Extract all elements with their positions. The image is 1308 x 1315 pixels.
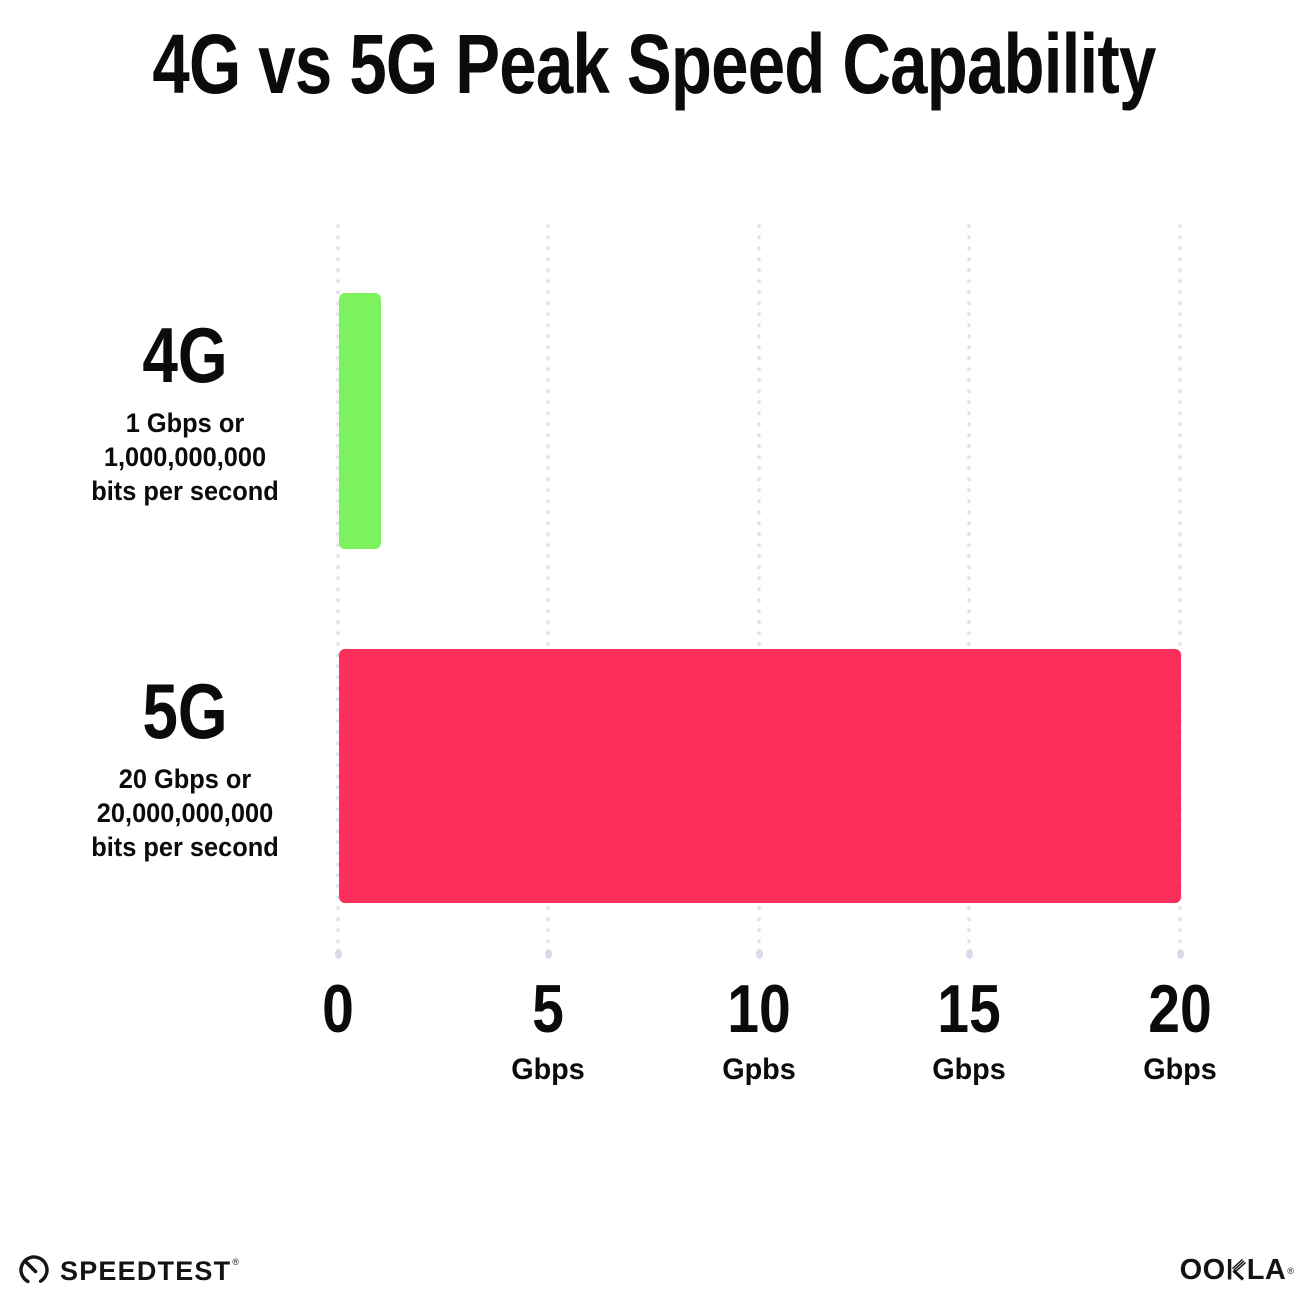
x-tick-0-value: 0 (322, 971, 354, 1047)
row-label-5g-desc-line1: 20 Gbps or (118, 764, 252, 794)
row-label-4g: 4G 1 Gbps or 1,000,000,000 bits per seco… (30, 311, 340, 508)
gridline-5gbps (544, 224, 552, 959)
ookla-logo: OO LA ® (1180, 1255, 1294, 1287)
speedtest-wordmark: SPEEDTEST ® (60, 1256, 239, 1287)
chart-title-text: 4G vs 5G Peak Speed Capability (152, 17, 1156, 111)
bar-4g (339, 293, 381, 549)
x-tick-5-value: 5 (532, 971, 564, 1047)
ookla-wordmark: OO LA ® (1180, 1255, 1294, 1287)
x-tick-10-unit: Gpbs (722, 1053, 796, 1086)
row-label-5g: 5G 20 Gbps or 20,000,000,000 bits per se… (30, 667, 340, 864)
speedtest-trademark: ® (232, 1257, 239, 1267)
speedtest-wordmark-text: SPEEDTEST (60, 1256, 232, 1286)
x-tick-0: 0 (238, 975, 438, 1055)
gridline-0gbps (334, 224, 342, 959)
x-tick-15-unit: Gbps (932, 1053, 1006, 1086)
x-tick-10: 10 Gpbs (659, 975, 859, 1085)
gridline-20gbps (1176, 224, 1184, 959)
row-label-4g-desc-line1: 1 Gbps or (125, 408, 245, 438)
row-label-4g-description: 1 Gbps or 1,000,000,000 bits per second (30, 406, 340, 508)
ookla-trademark: ® (1287, 1266, 1294, 1276)
x-tick-20-unit: Gbps (1143, 1053, 1217, 1086)
row-label-5g-description: 20 Gbps or 20,000,000,000 bits per secon… (30, 762, 340, 864)
chart-title: 4G vs 5G Peak Speed Capability (0, 18, 1308, 110)
gridline-10gbps (755, 224, 763, 959)
x-tick-15-value: 15 (937, 971, 1001, 1047)
row-label-5g-title: 5G (142, 667, 228, 755)
x-tick-15: 15 Gbps (869, 975, 1069, 1085)
x-tick-5: 5 Gbps (448, 975, 648, 1085)
row-label-4g-desc-line2: 1,000,000,000 (103, 442, 267, 472)
x-tick-20-value: 20 (1148, 971, 1212, 1047)
speedtest-gauge-icon (16, 1250, 52, 1293)
row-label-5g-desc-line3: bits per second (91, 832, 279, 862)
row-label-4g-title: 4G (142, 311, 228, 399)
x-tick-20: 20 Gbps (1080, 975, 1280, 1085)
ookla-wordmark-prefix: OO (1179, 1254, 1226, 1286)
gridline-15gbps (965, 224, 973, 959)
x-tick-5-unit: Gbps (511, 1053, 585, 1086)
ookla-wordmark-suffix: LA (1246, 1254, 1287, 1286)
bar-5g (339, 649, 1181, 903)
speedtest-logo: SPEEDTEST ® (16, 1250, 239, 1293)
ookla-k-icon (1227, 1257, 1246, 1287)
row-label-5g-desc-line2: 20,000,000,000 (96, 798, 274, 828)
row-label-4g-desc-line3: bits per second (91, 476, 279, 506)
x-tick-10-value: 10 (727, 971, 791, 1047)
